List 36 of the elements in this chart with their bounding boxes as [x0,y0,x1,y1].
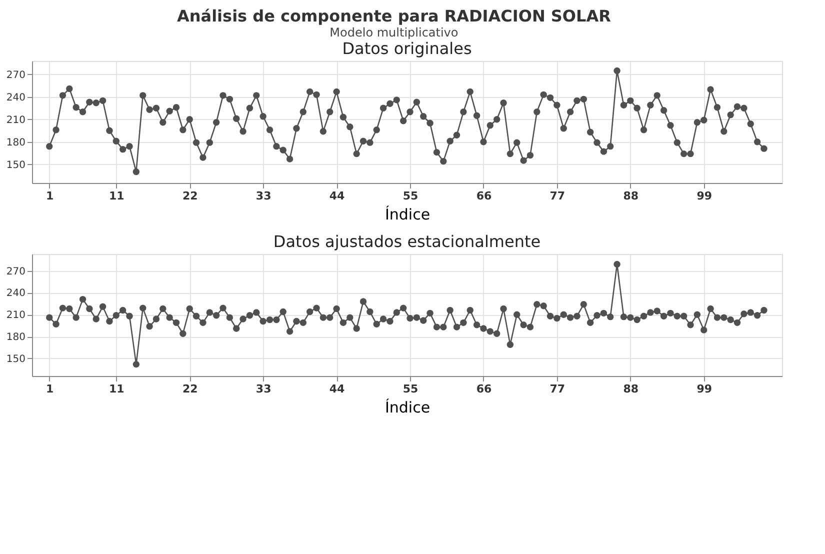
y-tick-label: 210 [6,114,26,126]
x-tick-label: 88 [623,190,639,202]
chart-title: Datos originales [342,39,472,58]
y-tick-label: 270 [6,266,26,278]
y-tick-label: 270 [6,70,26,81]
x-tick-label: 99 [696,382,712,396]
y-tick-label: 180 [6,137,26,148]
x-tick-label: 55 [402,382,418,396]
x-tick-label: 11 [108,382,124,396]
x-tick-label: 22 [182,382,198,396]
text: Modelo multiplicativo [330,26,458,40]
x-tick-label: 33 [256,190,272,202]
x-axis-title: Índice [384,398,430,416]
x-tick-label: 66 [476,382,492,396]
y-tick-label: 210 [6,310,26,322]
x-tick-label: 11 [108,190,124,202]
y-tick-label: 240 [6,92,26,104]
x-axis-title: Índice [384,206,430,224]
x-tick-label: 77 [550,382,566,396]
x-tick-label: 66 [476,190,492,202]
x-tick-label: 22 [182,190,198,202]
y-tick-label: 150 [6,160,26,171]
x-tick-label: 33 [256,382,272,396]
x-tick-label: 77 [550,190,566,202]
y-tick-label: 150 [6,354,26,365]
x-tick-label: 88 [623,382,639,396]
x-tick-label: 99 [696,190,712,202]
text: Análisis de componente para RADIACION SOLAR [176,6,611,26]
x-tick-label: 44 [329,382,346,396]
x-tick-label: 1 [46,382,54,396]
x-tick-label: 1 [46,190,54,202]
y-tick-label: 180 [6,332,26,344]
y-tick-label: 240 [6,288,26,300]
x-tick-label: 55 [402,190,418,202]
x-tick-label: 44 [329,190,346,202]
chart-title: Datos ajustados estacionalmente [273,232,541,251]
